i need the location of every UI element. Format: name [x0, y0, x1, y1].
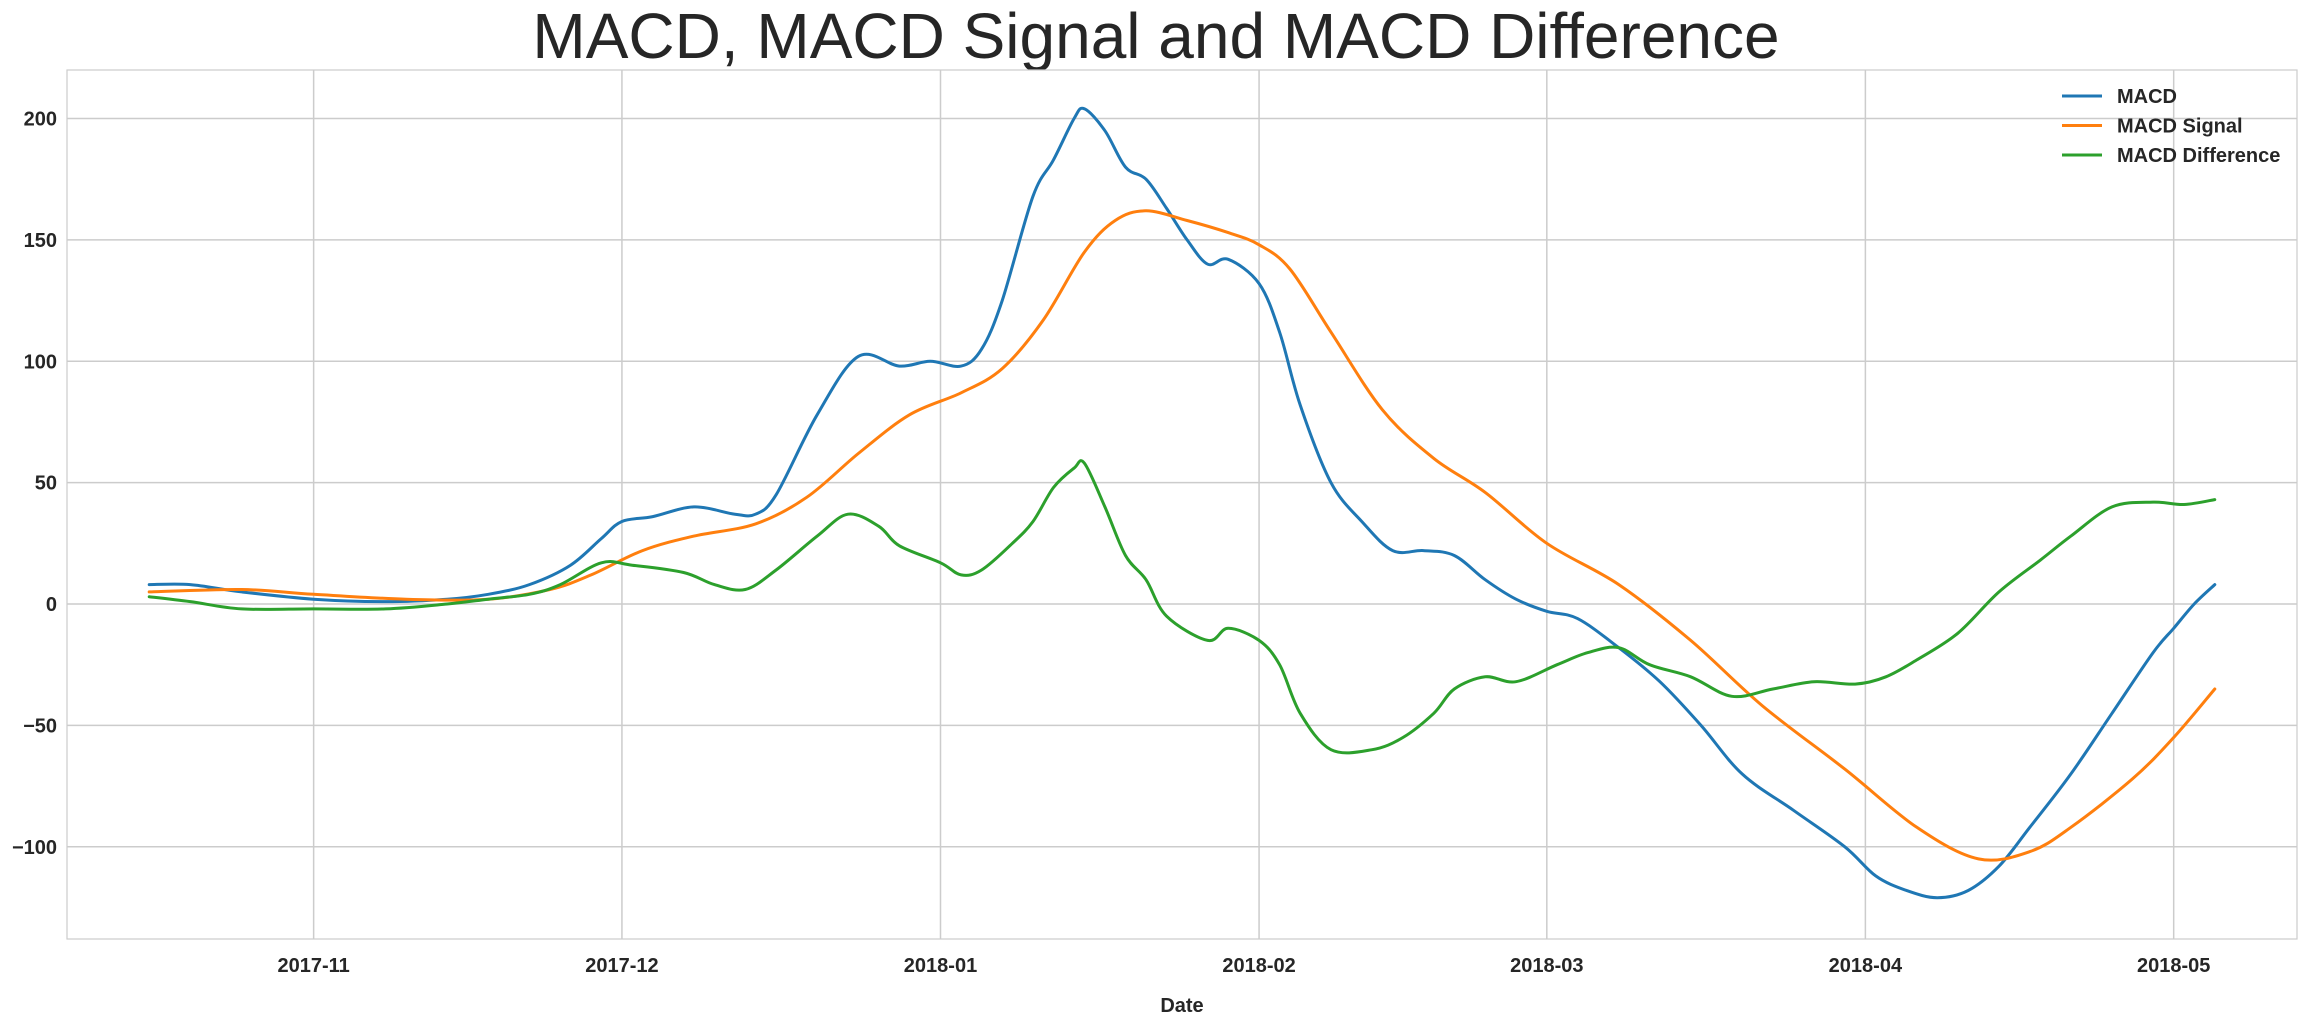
x-axis-label: Date	[1160, 995, 1203, 1017]
legend: MACD MACD Signal MACD Difference	[2062, 86, 2280, 167]
x-tick-label: 2018-05	[2137, 955, 2210, 977]
y-tick-label: 150	[24, 230, 57, 252]
grid-lines	[67, 70, 2297, 939]
macd-signal-line	[147, 209, 2217, 862]
x-tick-label: 2018-03	[1510, 955, 1583, 977]
chart-title: MACD, MACD Signal and MACD Difference	[532, 0, 1780, 72]
y-tick-label: 0	[46, 594, 57, 616]
x-tick-label: 2018-02	[1222, 955, 1295, 977]
x-tick-label: 2017-11	[277, 955, 349, 977]
y-axis-ticks: 200 150 100 50 0 −50 −100	[12, 109, 57, 859]
x-axis-ticks: 2017-11 2017-12 2018-01 2018-02 2018-03 2018-…	[277, 955, 2210, 977]
x-tick-label: 2017-12	[585, 955, 658, 977]
y-tick-label: 100	[24, 351, 57, 373]
y-tick-label: 50	[35, 473, 57, 495]
macd-difference-line	[147, 459, 2217, 755]
y-tick-label: −50	[23, 715, 57, 737]
y-tick-label: −100	[12, 837, 57, 859]
x-tick-label: 2018-01	[904, 955, 977, 977]
legend-label-macd-signal: MACD Signal	[2117, 116, 2243, 138]
y-tick-label: 200	[24, 109, 57, 131]
macd-line	[147, 106, 2217, 900]
series-lines	[147, 106, 2217, 900]
legend-label-macd: MACD	[2117, 86, 2177, 108]
x-tick-label: 2018-04	[1829, 955, 1903, 977]
legend-label-macd-difference: MACD Difference	[2117, 145, 2280, 167]
plot-background	[66, 69, 2298, 940]
